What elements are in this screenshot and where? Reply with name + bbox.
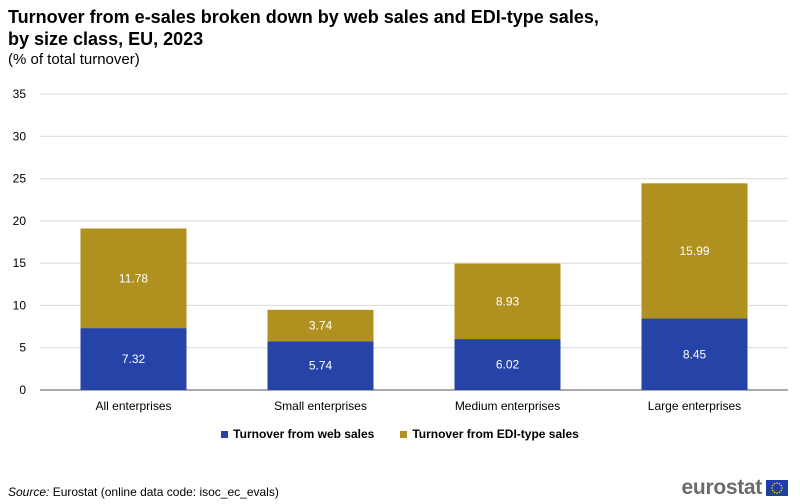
- legend-item-edi-sales: Turnover from EDI-type sales: [400, 427, 579, 441]
- x-tick-label: All enterprises: [95, 399, 171, 413]
- y-tick-label: 25: [13, 172, 27, 186]
- data-label: 15.99: [679, 244, 709, 258]
- source-text: Eurostat (online data code: isoc_ec_eval…: [52, 485, 279, 499]
- legend-item-web-sales: Turnover from web sales: [221, 427, 374, 441]
- y-tick-label: 15: [13, 256, 27, 270]
- y-tick-label: 35: [13, 87, 27, 101]
- title-line-1: Turnover from e-sales broken down by web…: [8, 7, 599, 27]
- bar-segment-edi-sales: [80, 228, 187, 329]
- y-tick-label: 10: [13, 298, 27, 312]
- x-tick-label: Small enterprises: [274, 399, 367, 413]
- legend: Turnover from web sales Turnover from ED…: [0, 427, 800, 441]
- data-label: 5.74: [309, 359, 333, 373]
- legend-label-edi-sales: Turnover from EDI-type sales: [412, 427, 579, 441]
- title-line-2: by size class, EU, 2023: [8, 29, 204, 49]
- source-note: Source: Eurostat (online data code: isoc…: [8, 485, 279, 499]
- bar-segment-web-sales: [80, 328, 187, 390]
- bar-segment-web-sales: [454, 339, 561, 390]
- data-label: 8.45: [683, 347, 707, 361]
- y-tick-label: 5: [19, 341, 26, 355]
- bar-segment-edi-sales: [267, 309, 374, 342]
- eu-flag-icon: [766, 480, 788, 496]
- bar-segment-edi-sales: [454, 263, 561, 340]
- chart-subtitle: (% of total turnover): [8, 51, 140, 68]
- bar-segment-web-sales: [641, 318, 748, 390]
- bar-segment-web-sales: [267, 341, 374, 390]
- bar-segment-edi-sales: [641, 183, 748, 319]
- data-label: 6.02: [496, 358, 520, 372]
- source-label: Source:: [8, 485, 50, 499]
- legend-swatch-web-sales: [221, 430, 229, 438]
- y-tick-label: 0: [19, 383, 26, 397]
- x-tick-label: Large enterprises: [648, 399, 741, 413]
- chart-title: Turnover from e-sales broken down by web…: [8, 6, 788, 50]
- y-tick-label: 20: [13, 214, 27, 228]
- data-label: 8.93: [496, 294, 520, 308]
- logo-text: eurostat: [681, 476, 763, 499]
- y-tick-label: 30: [13, 129, 27, 143]
- eurostat-logo: eurostat: [682, 476, 788, 500]
- legend-swatch-edi-sales: [400, 430, 408, 438]
- legend-label-web-sales: Turnover from web sales: [233, 427, 375, 441]
- data-label: 3.74: [309, 319, 333, 333]
- data-label: 11.78: [119, 271, 148, 285]
- data-label: 7.32: [122, 352, 146, 366]
- x-tick-label: Medium enterprises: [455, 399, 560, 413]
